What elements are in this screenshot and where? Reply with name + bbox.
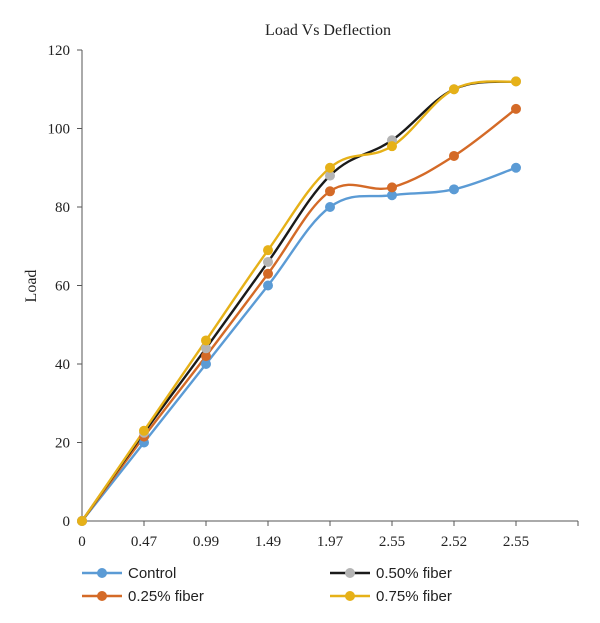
legend-swatch-marker: [97, 568, 107, 578]
y-tick-label: 20: [55, 436, 70, 452]
data-point: [201, 351, 211, 362]
data-point: [201, 335, 211, 346]
series-markers: [77, 76, 521, 526]
legend-label: 0.50% fiber: [376, 565, 452, 582]
series-line-3: [80, 80, 518, 523]
legend-swatch-marker: [345, 568, 355, 578]
legend-item: 0.50% fiber: [330, 565, 452, 582]
data-point: [449, 184, 459, 195]
legend-swatch-marker: [345, 591, 355, 601]
data-point: [77, 516, 87, 526]
data-point: [325, 170, 335, 181]
data-point: [511, 76, 521, 87]
data-point: [387, 141, 397, 152]
legend-label: 0.75% fiber: [376, 588, 452, 605]
y-tick-label: 80: [55, 200, 70, 216]
legend-item: 0.25% fiber: [82, 588, 204, 605]
data-point: [201, 343, 211, 354]
data-point: [263, 256, 273, 267]
y-axis-label: Load: [23, 270, 40, 303]
x-tick-label: 0: [78, 534, 86, 550]
series-line-2: [80, 80, 518, 523]
data-point: [449, 84, 459, 95]
x-tick-label: 2.55: [379, 534, 405, 550]
x-tick-label: 0.99: [193, 534, 219, 550]
y-tick-label: 100: [48, 122, 71, 138]
y-ticks: 0 20 40 60 80 100 120: [48, 43, 82, 530]
data-point: [263, 280, 273, 291]
data-point: [511, 103, 521, 114]
data-point: [263, 268, 273, 279]
x-tick-label: 2.52: [441, 534, 467, 550]
x-tick-label: 1.49: [255, 534, 281, 550]
x-ticks: 0 0.47 0.99 1.49 1.97 2.55 2.52 2.55: [78, 521, 579, 550]
legend-item: Control: [82, 565, 176, 582]
series-line-0: [80, 166, 518, 523]
y-tick-label: 60: [55, 279, 70, 295]
chart-title: Load Vs Deflection: [265, 22, 391, 39]
data-point: [387, 182, 397, 193]
legend-label: Control: [128, 565, 176, 582]
x-tick-label: 2.55: [503, 534, 529, 550]
legend-label: 0.25% fiber: [128, 588, 204, 605]
legend: Control 0.25% fiber 0.50% fiber 0.75% fiber: [82, 565, 452, 605]
data-point: [325, 186, 335, 197]
data-point: [201, 359, 211, 369]
data-point: [139, 425, 149, 436]
data-point: [325, 202, 335, 212]
data-point: [387, 190, 397, 201]
y-tick-label: 0: [63, 514, 71, 530]
data-point: [325, 162, 335, 173]
y-tick-label: 40: [55, 357, 70, 373]
data-point: [449, 150, 459, 161]
series-lines: [80, 80, 518, 523]
legend-swatch-marker: [97, 591, 107, 601]
legend-item: 0.75% fiber: [330, 588, 452, 605]
data-point: [263, 245, 273, 256]
x-tick-label: 1.97: [317, 534, 344, 550]
x-tick-label: 0.47: [131, 534, 158, 550]
data-point: [511, 162, 521, 173]
y-tick-label: 120: [48, 43, 71, 59]
series-line-1: [80, 107, 518, 523]
